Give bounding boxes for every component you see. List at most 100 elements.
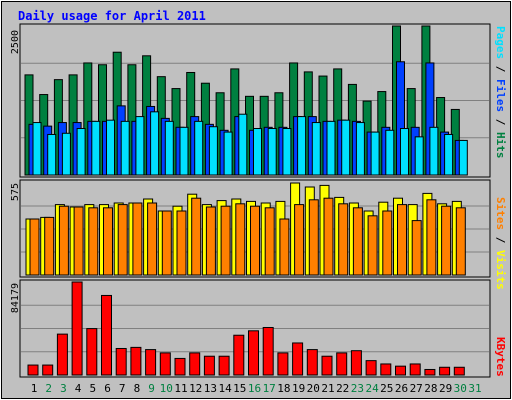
bar-sites-day-20 bbox=[308, 199, 319, 276]
xtick-label: 18 bbox=[277, 382, 290, 395]
bar-kbytes-day-30 bbox=[453, 366, 465, 376]
xtick-label: 8 bbox=[134, 382, 141, 395]
xtick-label: 23 bbox=[351, 382, 364, 395]
xtick-label: 17 bbox=[263, 382, 276, 395]
bar-kbytes-day-10 bbox=[159, 352, 171, 376]
bar-pages-day-27 bbox=[414, 136, 424, 176]
bar-pages-day-14 bbox=[223, 131, 233, 176]
bar-kbytes-day-9 bbox=[145, 349, 157, 376]
bar-sites-day-8 bbox=[132, 202, 143, 276]
xtick-label: 15 bbox=[233, 382, 246, 395]
xtick-label: 22 bbox=[336, 382, 349, 395]
bar-kbytes-day-13 bbox=[203, 355, 215, 376]
bar-pages-day-29 bbox=[444, 133, 454, 176]
bar-pages-day-3 bbox=[61, 132, 71, 176]
bar-kbytes-day-2 bbox=[42, 364, 54, 376]
bar-kbytes-day-12 bbox=[189, 352, 201, 376]
bar-sites-day-28 bbox=[426, 199, 437, 276]
bar-pages-day-11 bbox=[179, 126, 189, 176]
xtick-label: 4 bbox=[75, 382, 82, 395]
bar-kbytes-day-21 bbox=[321, 355, 333, 376]
bar-sites-day-10 bbox=[161, 210, 172, 276]
bar-sites-day-1 bbox=[29, 218, 40, 276]
bar-sites-day-9 bbox=[147, 202, 158, 276]
bar-pages-day-26 bbox=[400, 128, 409, 176]
xtick-label: 24 bbox=[365, 382, 379, 395]
bar-pages-day-23 bbox=[355, 122, 365, 176]
xtick-label: 30 bbox=[454, 382, 467, 395]
legend-sites: Sites bbox=[494, 197, 507, 230]
bar-pages-day-18 bbox=[282, 128, 292, 176]
legend-kbytes: KBytes bbox=[494, 337, 507, 377]
bar-kbytes-day-11 bbox=[174, 357, 186, 376]
xtick-label: 10 bbox=[160, 382, 173, 395]
bar-sites-day-24 bbox=[367, 215, 378, 276]
xtick-label: 31 bbox=[468, 382, 481, 395]
bar-sites-day-22 bbox=[338, 203, 349, 276]
bar-sites-day-6 bbox=[103, 207, 113, 276]
legend-hits: Hits bbox=[494, 132, 507, 159]
bar-pages-day-6 bbox=[106, 119, 115, 176]
bar-kbytes-day-28 bbox=[424, 368, 436, 376]
bar-pages-day-2 bbox=[47, 133, 57, 176]
bar-sites-day-13 bbox=[205, 206, 216, 276]
bar-sites-day-3 bbox=[58, 205, 69, 276]
bar-kbytes-day-15 bbox=[233, 334, 245, 376]
bar-sites-day-15 bbox=[235, 203, 246, 276]
bar-pages-day-10 bbox=[164, 120, 174, 176]
bar-sites-day-25 bbox=[382, 210, 393, 276]
xtick-label: 1 bbox=[31, 382, 38, 395]
bar-pages-day-25 bbox=[385, 129, 395, 176]
bar-kbytes-day-16 bbox=[248, 330, 259, 376]
bar-pages-day-21 bbox=[326, 120, 336, 176]
xtick-label: 16 bbox=[248, 382, 261, 395]
bar-pages-day-8 bbox=[135, 116, 145, 176]
bar-kbytes-day-25 bbox=[380, 363, 392, 376]
bar-sites-day-30 bbox=[455, 207, 466, 276]
xtick-label: 28 bbox=[424, 382, 437, 395]
bar-kbytes-day-27 bbox=[409, 363, 421, 376]
bar-pages-day-19 bbox=[297, 116, 307, 176]
xtick-label: 20 bbox=[307, 382, 320, 395]
bar-sites-day-14 bbox=[220, 205, 231, 276]
bar-kbytes-day-14 bbox=[218, 355, 230, 376]
ytick-kbytes-max: 84179 bbox=[10, 283, 21, 313]
bar-kbytes-day-7 bbox=[115, 347, 127, 376]
bar-sites-day-4 bbox=[73, 206, 84, 276]
xtick-label: 27 bbox=[410, 382, 423, 395]
bar-sites-day-18 bbox=[279, 218, 290, 276]
ytick-hits-max: 2500 bbox=[10, 30, 21, 54]
ytick-visits-max: 575 bbox=[10, 183, 21, 201]
bar-kbytes-day-8 bbox=[130, 346, 142, 376]
bar-pages-day-9 bbox=[150, 111, 160, 176]
bar-kbytes-day-5 bbox=[86, 328, 98, 376]
xtick-label: 19 bbox=[292, 382, 305, 395]
chart-title: Daily usage for April 2011 bbox=[18, 9, 206, 23]
bar-sites-day-17 bbox=[264, 207, 275, 276]
xtick-label: 7 bbox=[119, 382, 126, 395]
bar-pages-day-7 bbox=[120, 120, 130, 176]
bar-sites-day-29 bbox=[441, 205, 452, 276]
legend-files: Files bbox=[494, 79, 507, 112]
xtick-label: 14 bbox=[218, 382, 232, 395]
bar-pages-day-15 bbox=[238, 113, 248, 176]
bar-sites-day-26 bbox=[397, 204, 407, 276]
bar-sites-day-19 bbox=[294, 204, 305, 276]
xtick-label: 26 bbox=[395, 382, 408, 395]
bar-pages-day-16 bbox=[253, 128, 262, 176]
xtick-label: 2 bbox=[45, 382, 52, 395]
bar-pages-day-12 bbox=[194, 120, 204, 176]
bar-sites-day-16 bbox=[250, 205, 260, 276]
legend-hits-files-pages: Pages / Files / Hits bbox=[494, 26, 507, 159]
bar-kbytes-day-29 bbox=[439, 366, 451, 376]
bar-sites-day-11 bbox=[176, 210, 187, 276]
bar-sites-day-5 bbox=[88, 207, 99, 276]
xtick-label: 5 bbox=[89, 382, 96, 395]
xtick-label: 12 bbox=[189, 382, 202, 395]
bar-pages-day-13 bbox=[208, 126, 218, 176]
bar-pages-day-1 bbox=[32, 122, 42, 176]
xtick-label: 6 bbox=[104, 382, 111, 395]
xtick-label: 9 bbox=[148, 382, 155, 395]
bar-pages-day-22 bbox=[341, 119, 351, 176]
